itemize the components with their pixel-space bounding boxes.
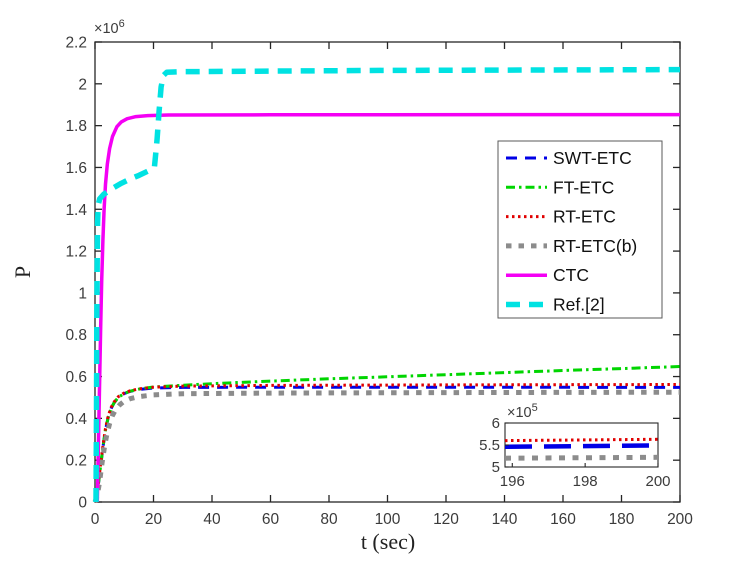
y-tick-label: 1.8 bbox=[65, 118, 87, 135]
x-tick-label: 40 bbox=[203, 511, 221, 528]
x-axis-label: t (sec) bbox=[361, 529, 415, 554]
legend-box[interactable]: SWT-ETC FT-ETC RT-ETC RT-ETC(b) CTC Ref.[2] bbox=[497, 140, 663, 319]
y-tick-label: 0.4 bbox=[65, 411, 87, 428]
y-tick-label: 1.4 bbox=[65, 202, 87, 219]
x-tick-label: 180 bbox=[609, 511, 635, 528]
series-line-rt-etc bbox=[93, 383, 681, 503]
legend-label-5: CTC bbox=[553, 265, 589, 285]
x-tick-label: 20 bbox=[145, 511, 163, 528]
inset-x-tick-label: 200 bbox=[645, 473, 670, 490]
legend-label-1: SWT-ETC bbox=[553, 148, 632, 168]
series-line-ref-2- bbox=[93, 66, 681, 503]
inset-y-axis-exponent: ×105 bbox=[507, 402, 538, 421]
x-tick-label: 140 bbox=[492, 511, 518, 528]
y-tick-label: 0.6 bbox=[65, 369, 87, 386]
x-tick-label: 160 bbox=[550, 511, 576, 528]
tick-label-layer: 0 20 40 60 80 100 120 140 160 180 200 0 0.2 0.4 0.6 0.8… bbox=[65, 18, 693, 528]
y-tick-label: 0.8 bbox=[65, 327, 87, 344]
x-tick-label: 200 bbox=[667, 511, 693, 528]
y-tick-label: 1.6 bbox=[65, 160, 87, 177]
x-tick-label: 100 bbox=[375, 511, 401, 528]
y-axis-label: P bbox=[10, 266, 35, 278]
inset-plot: 196 198 200 5 5.5 6 ×105 bbox=[479, 402, 670, 490]
x-tick-label: 120 bbox=[433, 511, 459, 528]
inset-y-tick-label: 6 bbox=[492, 415, 500, 432]
y-axis-exponent: ×106 bbox=[94, 18, 125, 37]
series-layer bbox=[92, 66, 681, 503]
legend-label-3: RT-ETC bbox=[553, 207, 616, 227]
axes-frame-layer bbox=[94, 41, 681, 503]
y-tick-label: 1.2 bbox=[65, 244, 87, 261]
inset-x-tick-label: 198 bbox=[573, 473, 598, 490]
inset-x-tick-label: 196 bbox=[500, 473, 525, 490]
series-line-ctc bbox=[95, 112, 681, 503]
inset-series-rt-etc bbox=[504, 437, 659, 443]
x-tick-label: 80 bbox=[320, 511, 338, 528]
inset-y-tick-label: 5 bbox=[492, 459, 500, 476]
y-tick-label: 2 bbox=[78, 76, 87, 93]
inset-series-swt-etc bbox=[504, 443, 659, 450]
legend-label-2: FT-ETC bbox=[553, 177, 614, 197]
y-tick-label: 0 bbox=[78, 495, 87, 512]
x-tick-label: 60 bbox=[262, 511, 280, 528]
legend-frame bbox=[497, 140, 663, 319]
legend-label-4: RT-ETC(b) bbox=[553, 236, 637, 256]
y-tick-label: 2.2 bbox=[65, 35, 87, 52]
y-tick-label: 0.2 bbox=[65, 453, 87, 470]
legend-label-6: Ref.[2] bbox=[553, 295, 605, 315]
inset-y-tick-label: 5.5 bbox=[479, 437, 500, 454]
x-tick-label: 0 bbox=[91, 511, 100, 528]
y-tick-label: 1 bbox=[78, 285, 87, 302]
